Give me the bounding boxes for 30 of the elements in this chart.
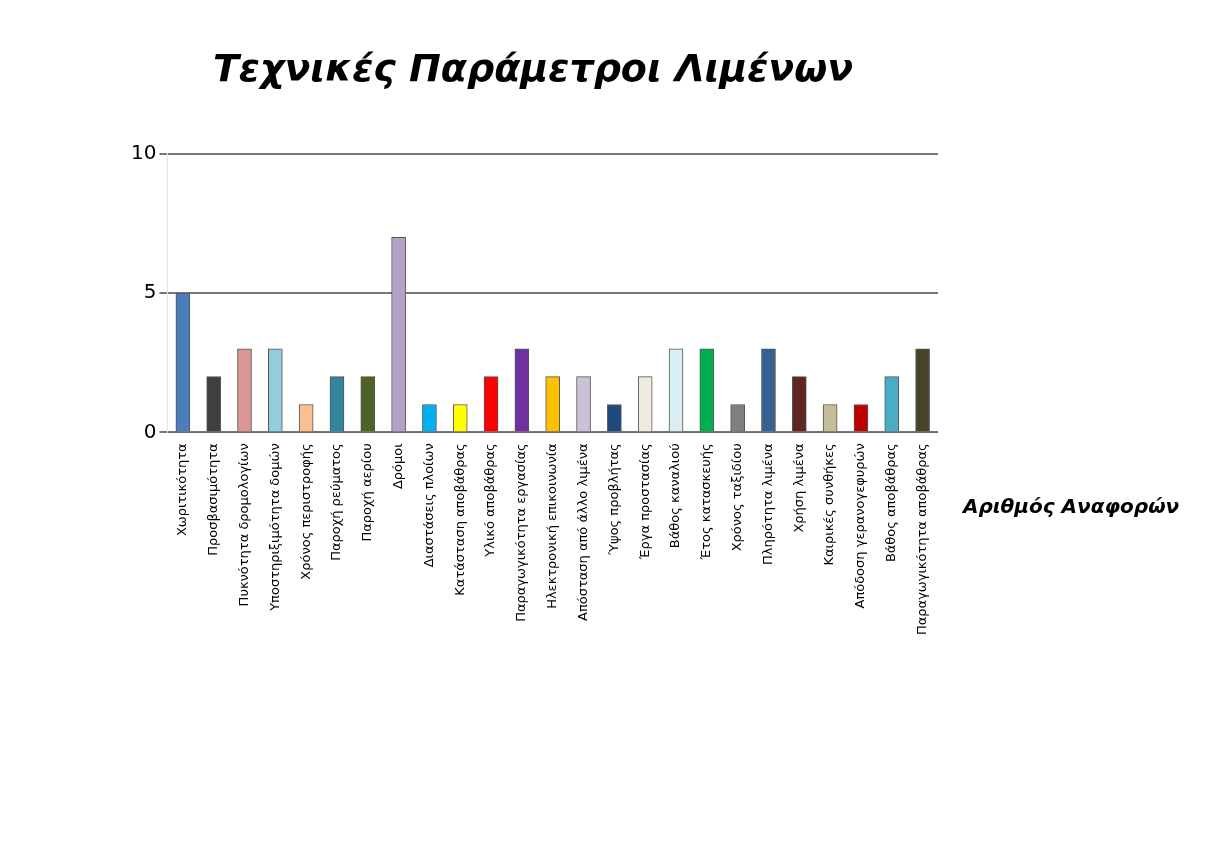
x-tick-label: Διαστάσεις πλοίων xyxy=(420,443,436,568)
x-tick-label: Δρόμοι xyxy=(389,443,405,490)
x-tick-label: Πληρότητα λιμένα xyxy=(759,443,775,566)
x-tick-label: Έτος κατασκευής xyxy=(698,443,714,561)
x-tick-label: Έργα προστασίας xyxy=(636,443,652,561)
x-tick-label: Ηλεκτρονική επικοινωνία xyxy=(544,443,560,609)
x-tick-label: Προσβασιμότητα xyxy=(205,443,221,556)
y-tick-label: 10 xyxy=(131,139,157,164)
x-tick-label: Κατάσταση αποβάθρας xyxy=(451,443,467,596)
y-tick-label: 0 xyxy=(143,418,157,443)
x-tick-label: Χωριτικότητα xyxy=(174,443,190,537)
x-tick-label: Ύψος προβλήτας xyxy=(605,443,621,556)
x-tick-label: Βάθος καναλιού xyxy=(667,443,683,549)
x-tick-label: Βάθος αποβάθρας xyxy=(883,443,899,563)
x-tick-label: Χρήση λιμένα xyxy=(790,443,806,533)
x-axis-title: Αριθμός Αναφορών xyxy=(961,493,1180,518)
x-tick-label: Παροχή αερίου xyxy=(359,443,375,542)
x-tick-label: Απόσταση από άλλο λιμένα xyxy=(574,443,590,621)
y-tick-label: 5 xyxy=(143,279,157,304)
x-tick-label: Καιρικές συνθήκες xyxy=(821,443,837,566)
x-tick-label: Υποστηριξιμότητα δομών xyxy=(266,443,282,612)
x-tick-label: Παραγωγικότητα αποβάθρας xyxy=(913,443,929,635)
chart-title: Τεχνικές Παράμετροι Λιμένων xyxy=(212,45,854,90)
x-tick-label: Απόδοση γερανογεφυρών xyxy=(852,443,868,609)
x-tick-label: Χρόνος ταξιδίου xyxy=(729,443,745,552)
x-tick-label: Χρόνος περιστροφής xyxy=(297,443,313,580)
x-tick-label: Παροχή ρεύματος xyxy=(328,443,344,561)
x-tick-label: Πυκνότητα δρομολογίων xyxy=(235,443,251,607)
x-tick-label: Υλικό αποβάθρας xyxy=(482,443,498,558)
x-tick-label: Παραγωγικότητα εργασίας xyxy=(513,443,529,622)
